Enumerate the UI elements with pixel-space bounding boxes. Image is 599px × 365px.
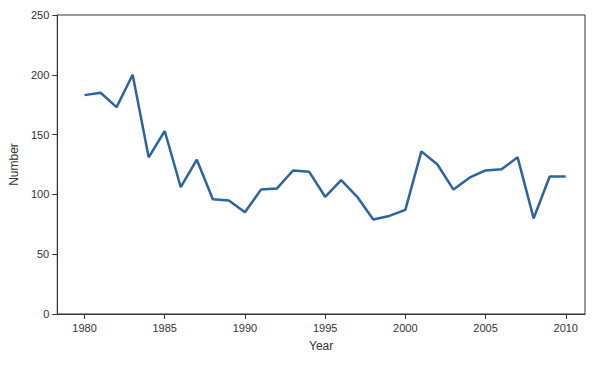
svg-text:50: 50 [37,248,49,260]
svg-text:1985: 1985 [152,322,176,334]
svg-text:200: 200 [31,69,49,81]
svg-text:1980: 1980 [72,322,96,334]
svg-text:0: 0 [43,308,49,320]
svg-text:100: 100 [31,188,49,200]
svg-text:1995: 1995 [313,322,337,334]
svg-text:250: 250 [31,9,49,21]
svg-text:Number: Number [7,143,21,186]
svg-text:1990: 1990 [233,322,257,334]
svg-text:2005: 2005 [473,322,497,334]
svg-text:150: 150 [31,129,49,141]
svg-text:Year: Year [309,339,333,353]
svg-text:2000: 2000 [393,322,417,334]
svg-text:2010: 2010 [554,322,578,334]
